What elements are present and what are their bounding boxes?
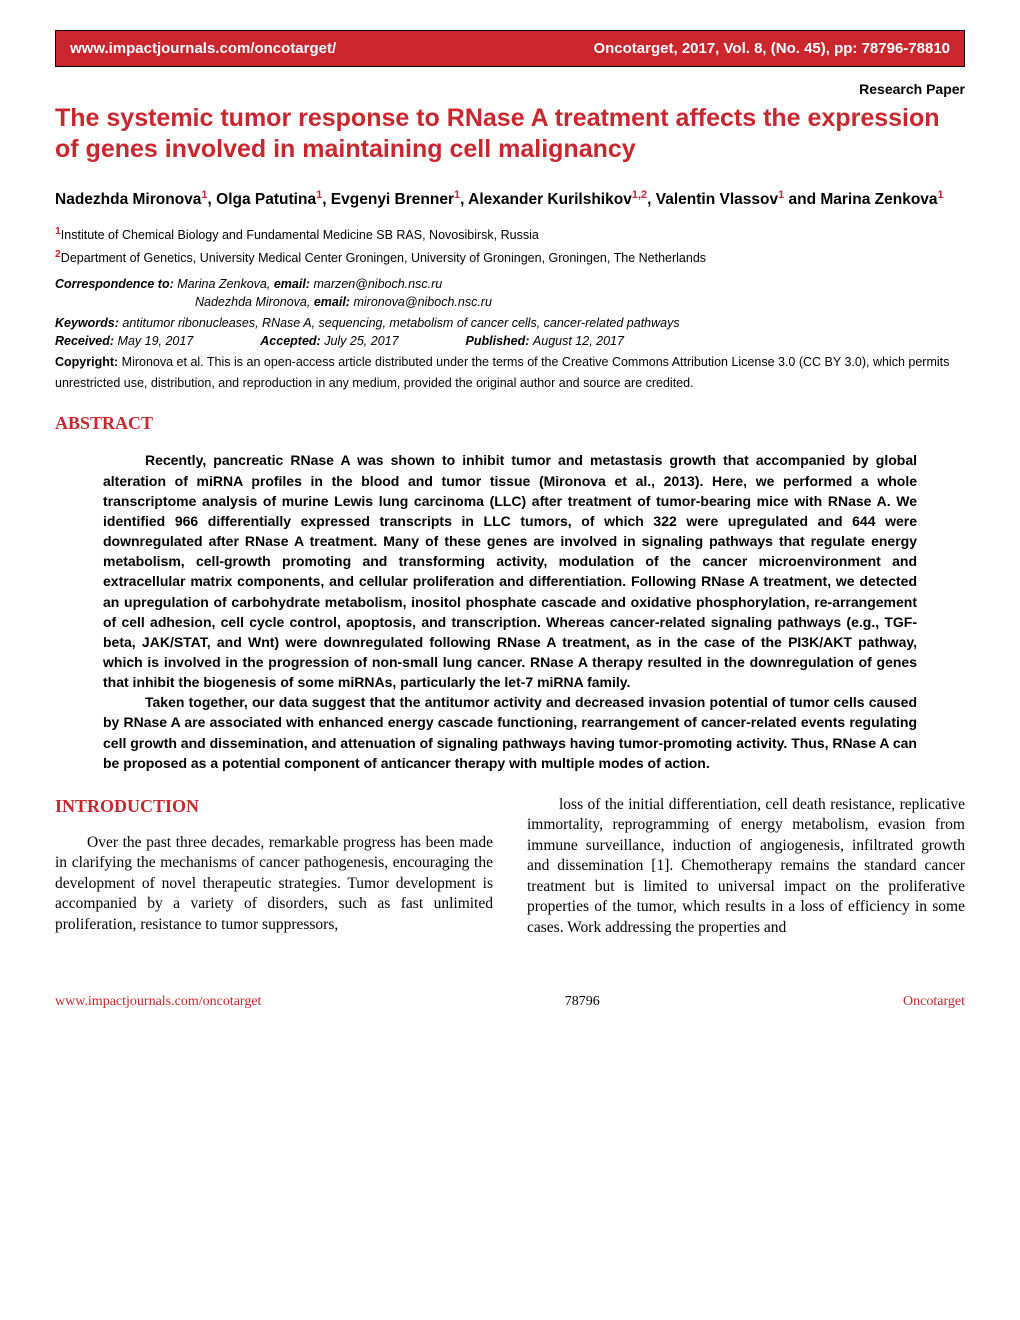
- abstract-paragraph-2: Taken together, our data suggest that th…: [103, 692, 917, 773]
- copyright: Copyright: Mironova et al. This is an op…: [55, 352, 965, 393]
- journal-header: www.impactjournals.com/oncotarget/ Oncot…: [55, 30, 965, 67]
- introduction-col1: Over the past three decades, remarkable …: [55, 833, 493, 935]
- page-number: 78796: [565, 994, 600, 1010]
- accepted-date: July 25, 2017: [324, 334, 398, 348]
- copyright-text: Mironova et al. This is an open-access a…: [55, 355, 949, 390]
- affiliation-2: 2Department of Genetics, University Medi…: [55, 246, 965, 269]
- correspondent-name-1: Marina Zenkova,: [177, 277, 274, 291]
- introduction-heading: INTRODUCTION: [55, 795, 493, 819]
- received-date: May 19, 2017: [118, 334, 194, 348]
- footer-journal: Oncotarget: [903, 994, 965, 1010]
- keywords: Keywords: antitumor ribonucleases, RNase…: [55, 316, 965, 330]
- journal-citation: Oncotarget, 2017, Vol. 8, (No. 45), pp: …: [593, 40, 950, 57]
- published-date: August 12, 2017: [533, 334, 624, 348]
- published-label: Published:: [466, 334, 530, 348]
- journal-url: www.impactjournals.com/oncotarget/: [70, 40, 336, 57]
- email-label-1: email:: [274, 277, 310, 291]
- right-column: loss of the initial differentiation, cel…: [527, 795, 965, 938]
- introduction-col2: loss of the initial differentiation, cel…: [527, 795, 965, 938]
- keywords-text: antitumor ribonucleases, RNase A, sequen…: [122, 316, 679, 330]
- keywords-label: Keywords:: [55, 316, 119, 330]
- affiliation-1: 1Institute of Chemical Biology and Funda…: [55, 223, 965, 246]
- abstract-body: Recently, pancreatic RNase A was shown t…: [55, 450, 965, 773]
- correspondent-name-2: Nadezhda Mironova,: [195, 295, 314, 309]
- footer-url: www.impactjournals.com/oncotarget: [55, 994, 261, 1010]
- article-type: Research Paper: [55, 81, 965, 97]
- correspondence: Correspondence to: Marina Zenkova, email…: [55, 275, 965, 313]
- dates: Received: May 19, 2017 Accepted: July 25…: [55, 334, 965, 348]
- correspondence-label: Correspondence to:: [55, 277, 174, 291]
- abstract-paragraph-1: Recently, pancreatic RNase A was shown t…: [103, 450, 917, 692]
- authors-list: Nadezhda Mironova1, Olga Patutina1, Evge…: [55, 188, 965, 212]
- email-1: marzen@niboch.nsc.ru: [313, 277, 442, 291]
- article-title: The systemic tumor response to RNase A t…: [55, 103, 965, 166]
- left-column: INTRODUCTION Over the past three decades…: [55, 795, 493, 938]
- abstract-heading: ABSTRACT: [55, 413, 965, 434]
- accepted-label: Accepted:: [260, 334, 320, 348]
- copyright-label: Copyright:: [55, 355, 118, 369]
- affiliations: 1Institute of Chemical Biology and Funda…: [55, 223, 965, 269]
- email-2: mironova@niboch.nsc.ru: [353, 295, 491, 309]
- page-footer: www.impactjournals.com/oncotarget 78796 …: [55, 994, 965, 1010]
- received-label: Received:: [55, 334, 114, 348]
- email-label-2: email:: [314, 295, 350, 309]
- body-columns: INTRODUCTION Over the past three decades…: [55, 795, 965, 938]
